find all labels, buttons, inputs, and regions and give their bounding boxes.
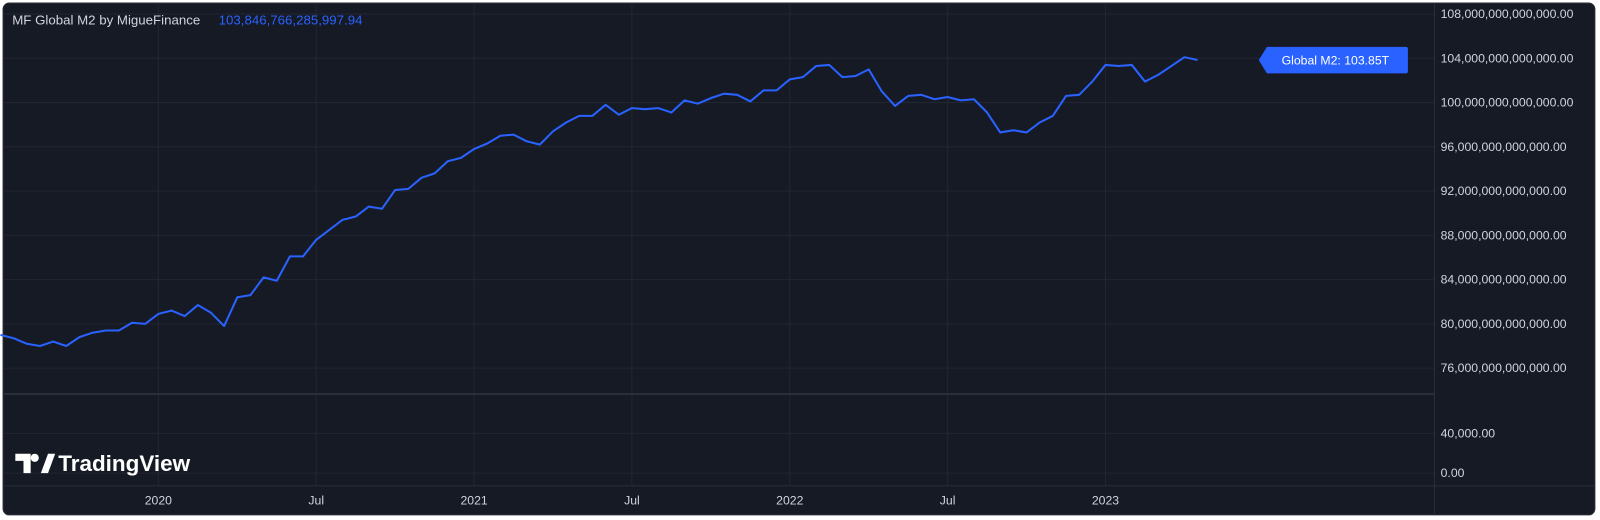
plot [0,56,1198,348]
series-line [0,56,1198,348]
y-tick-label: 92,000,000,000,000.00 [1441,184,1567,198]
x-tick-label: 2021 [460,494,487,508]
legend-value: 103,846,766,285,997.94 [219,12,363,27]
x-tick-label: Jul [940,494,956,508]
x-tick-label: 2023 [1092,494,1119,508]
y-tick-label: 88,000,000,000,000.00 [1441,228,1567,242]
watermark-logo [15,453,56,474]
price-tag: Global M2: 103.85T [1258,46,1408,74]
y-tick-label: 0.00 [1441,466,1465,480]
y-tick-label: 76,000,000,000,000.00 [1441,361,1567,375]
y-tick-label: 96,000,000,000,000.00 [1441,140,1567,154]
price-tag-box [1258,46,1408,74]
y-tick-label: 80,000,000,000,000.00 [1441,317,1567,331]
x-tick-label: 2022 [776,494,803,508]
y-tick-label: 84,000,000,000,000.00 [1441,273,1567,287]
price-tag-label: Global M2: 103.85T [1282,54,1390,68]
y-tick-label: 100,000,000,000,000.00 [1441,96,1574,110]
y-tick-label: 104,000,000,000,000.00 [1441,51,1574,65]
y-tick-label: 108,000,000,000,000.00 [1441,7,1574,21]
chart-title: MF Global M2 by MigueFinance [12,12,200,27]
x-tick-label: 2020 [145,494,172,508]
watermark: TradingView [15,451,191,476]
grid [4,4,1435,486]
x-tick-label: Jul [624,494,640,508]
watermark-text: TradingView [58,451,190,476]
x-tick-label: Jul [308,494,324,508]
y-tick-label: 40,000.00 [1441,426,1496,440]
